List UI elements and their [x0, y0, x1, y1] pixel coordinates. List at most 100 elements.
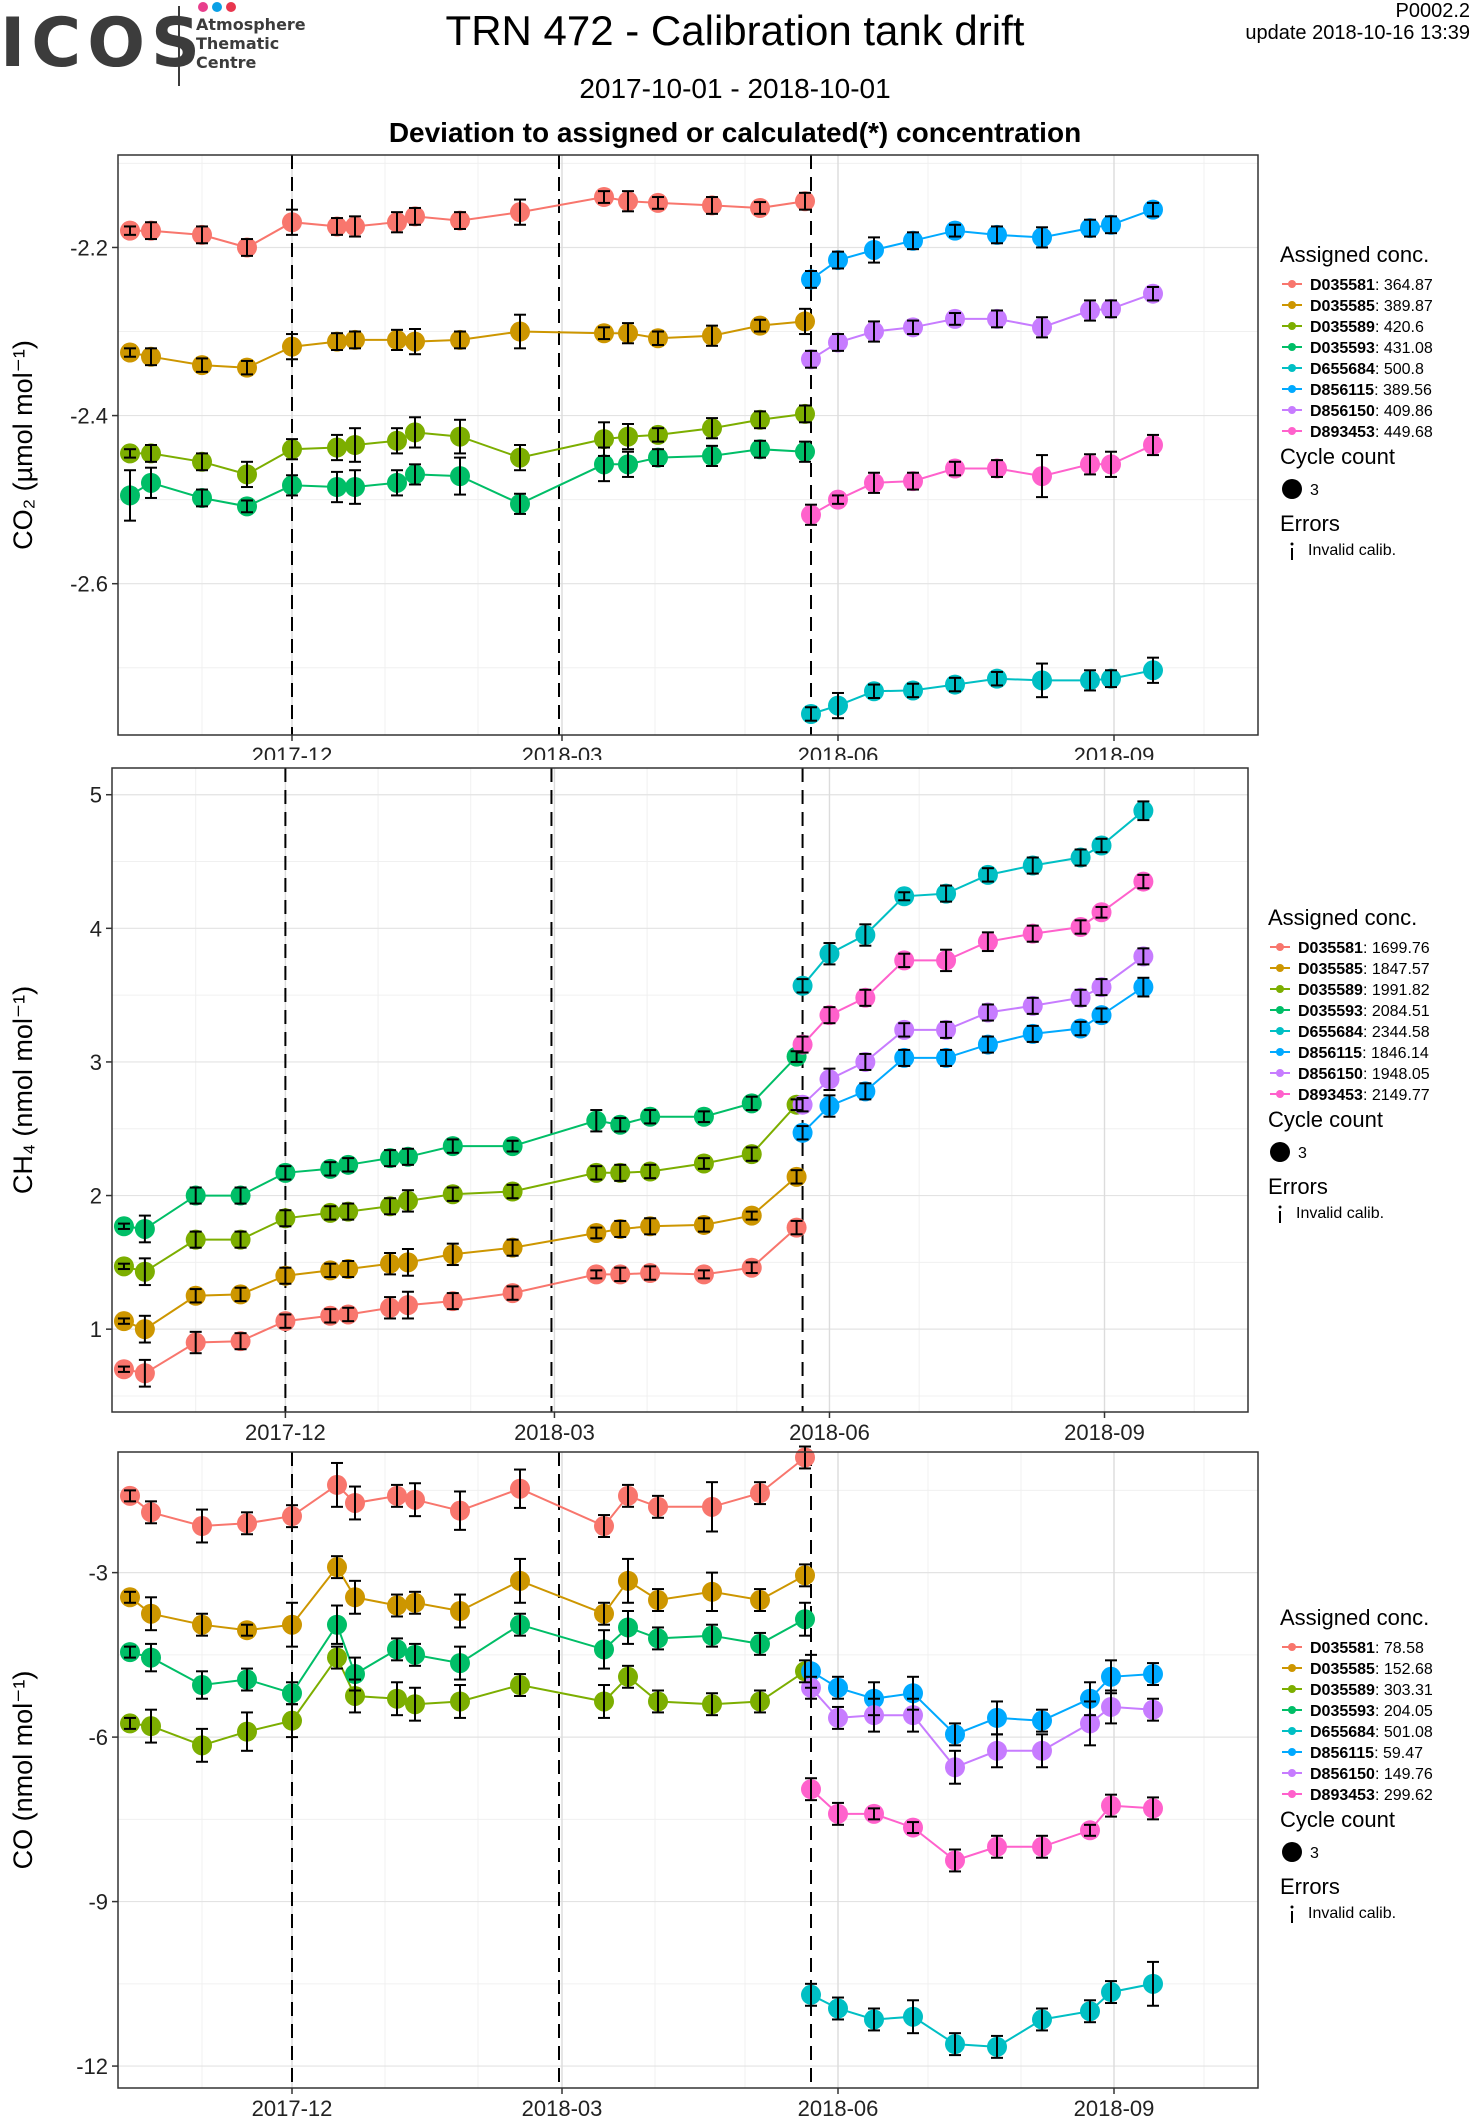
error-bar-D035585 — [697, 1217, 710, 1233]
error-bar-D035589 — [401, 1189, 414, 1213]
legend-entry-D035585: D035585: 389.87 — [1282, 298, 1433, 315]
error-bar-D035593 — [234, 1186, 247, 1205]
x-tick-label: 2018-09 — [1064, 1420, 1145, 1440]
error-bar-D035585 — [506, 1238, 519, 1257]
error-bar-D035589 — [138, 1257, 151, 1287]
legend-assigned-value: : 152.68 — [1375, 1661, 1433, 1678]
error-bar-D035593 — [124, 1645, 136, 1659]
legend-assigned-value: : 303.31 — [1375, 1682, 1433, 1699]
legend-assigned-value: : 2149.77 — [1363, 1087, 1430, 1104]
error-bar-D035581 — [279, 1313, 292, 1329]
error-bar-D655684 — [1074, 848, 1087, 867]
error-bar-D035585 — [590, 1226, 603, 1240]
legend-assigned-value: : 149.76 — [1375, 1766, 1433, 1783]
legend-cycle-value: 3 — [1310, 482, 1319, 499]
legend-cycle-value: 3 — [1298, 1145, 1307, 1162]
series-line-D655684 — [801, 810, 1145, 987]
error-bar-D035589 — [622, 422, 634, 451]
error-bar-D655684 — [1105, 1980, 1117, 2005]
error-bar-D035581 — [117, 1365, 130, 1373]
legend-assigned-value: : 2344.58 — [1363, 1024, 1430, 1041]
error-bar-D035589 — [799, 404, 811, 424]
series-line-D655684 — [810, 1982, 1154, 2048]
error-bar-D856115 — [981, 1035, 994, 1054]
x-tick-label: 2017-12 — [252, 743, 333, 760]
legend-entry-D856115: D856115: 1846.14 — [1270, 1045, 1429, 1062]
error-bar-D035585 — [598, 1601, 610, 1626]
legend-assigned-value: : 420.6 — [1375, 319, 1424, 336]
error-bar-D035593 — [622, 450, 634, 478]
error-bar-D035585 — [644, 1217, 657, 1236]
legend-series-id: D655684 — [1310, 1724, 1375, 1741]
legend-assigned-value: : 389.87 — [1375, 298, 1433, 315]
error-bar-D856150 — [1026, 996, 1039, 1015]
error-bar-D035581 — [409, 1482, 421, 1518]
error-bar-D856150 — [868, 320, 880, 343]
error-bar-D035585 — [401, 1247, 414, 1277]
error-bar-D655684 — [1105, 669, 1117, 689]
error-bar-D035589 — [196, 452, 208, 472]
error-bar-D035585 — [409, 328, 421, 356]
error-bar-D035593 — [324, 1161, 337, 1177]
error-bar-D035581 — [384, 1296, 397, 1320]
error-bar-D035581 — [349, 215, 361, 238]
error-bar-D035581 — [189, 1330, 202, 1355]
error-bar-D655684 — [1036, 2007, 1048, 2032]
error-bar-D893453 — [907, 1821, 919, 1835]
error-bar-D035589 — [234, 1230, 247, 1249]
legend-series-id: D035593 — [1298, 1003, 1363, 1020]
x-tick-label: 2017-12 — [252, 2096, 333, 2119]
error-bar-D655684 — [805, 1982, 817, 2007]
error-bar-D035593 — [598, 446, 610, 483]
legend-series-id: D035581 — [1310, 277, 1375, 294]
error-bar-D856150 — [1074, 988, 1087, 1007]
legend-entry-D035593: D035593: 204.05 — [1282, 1703, 1433, 1720]
legend-series-id: D035589 — [1310, 1682, 1375, 1699]
error-bar-D035581 — [590, 1269, 603, 1280]
legend-cycle-marker — [1282, 1842, 1302, 1862]
error-bar-D035589 — [384, 1197, 397, 1216]
x-tick-label: 2018-03 — [522, 743, 603, 760]
error-bar-D035585 — [124, 1590, 136, 1604]
y-tick-label: -2.4 — [70, 404, 108, 429]
error-bar-D035589 — [241, 460, 253, 489]
error-bar-D856115 — [1074, 1020, 1087, 1037]
legend-label: D893453: 299.62 — [1310, 1787, 1433, 1804]
error-bar-D035585 — [454, 1593, 466, 1629]
error-bar-D035581 — [391, 211, 403, 234]
logo-dot-pink — [198, 2, 208, 12]
legend-label: D035589: 303.31 — [1310, 1682, 1433, 1699]
error-bar-D856150 — [832, 333, 844, 352]
error-bar-D035589 — [754, 1689, 766, 1714]
error-bar-D856115 — [868, 236, 880, 264]
legend-cycle-title: Cycle count — [1280, 1807, 1395, 1832]
legend-entry-D856150: D856150: 409.86 — [1282, 403, 1433, 420]
error-bar-D035581 — [241, 1511, 253, 1536]
error-bar-D856150 — [823, 1067, 836, 1091]
legend-swatch — [1276, 1069, 1284, 1077]
error-bar-D035581 — [614, 1266, 627, 1283]
error-bar-D893453 — [805, 1777, 817, 1802]
error-bar-D655684 — [859, 923, 872, 947]
legend-errors-title: Errors — [1280, 1874, 1340, 1899]
legend-series-id: D856115 — [1298, 1045, 1362, 1062]
error-bar-D035581 — [124, 225, 136, 236]
y-tick-label: -2.2 — [70, 235, 108, 260]
legend-swatch — [1288, 364, 1296, 372]
error-bar-D035593 — [409, 463, 421, 486]
error-bar-D035581 — [799, 191, 811, 211]
error-bar-D655684 — [1147, 1960, 1159, 2007]
error-bar-D035585 — [391, 328, 403, 352]
error-bar-D035581 — [342, 1306, 355, 1323]
y-tick-label: 2 — [90, 1184, 102, 1209]
legend-entry-D655684: D655684: 501.08 — [1282, 1724, 1433, 1741]
error-bar-D035593 — [506, 1139, 519, 1153]
legend-series-id: D035585 — [1310, 1661, 1375, 1678]
legend-label: D035593: 2084.51 — [1298, 1003, 1430, 1020]
x-tick-label: 2018-06 — [789, 1420, 870, 1440]
error-bar-D035581 — [349, 1485, 361, 1521]
legend-series-id: D035581 — [1310, 1640, 1375, 1657]
legend-swatch — [1288, 1727, 1296, 1735]
chart-subtitle: Deviation to assigned or calculated(*) c… — [388, 117, 1082, 148]
error-bar-D035581 — [324, 1308, 337, 1324]
